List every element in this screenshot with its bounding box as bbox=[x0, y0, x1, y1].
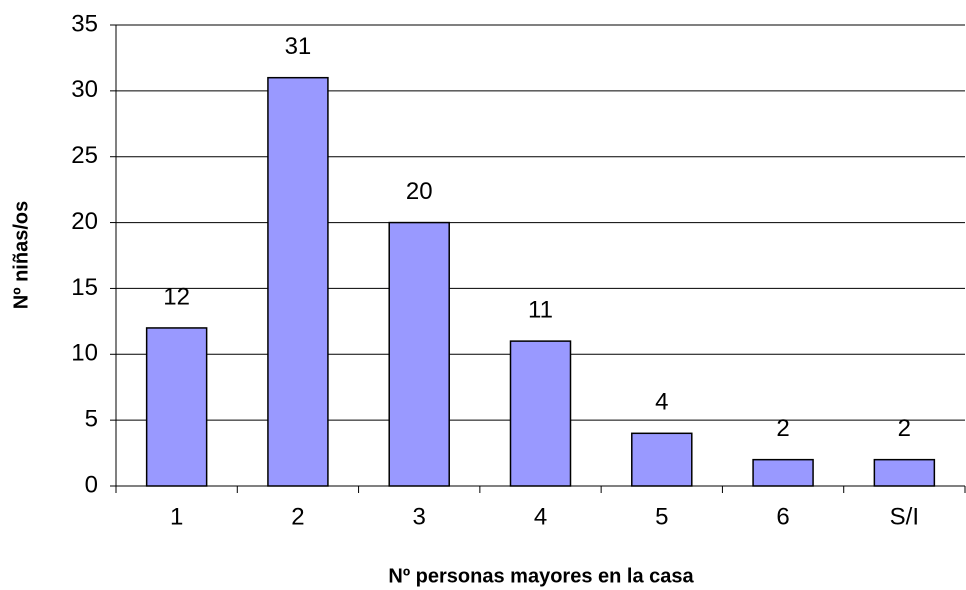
bar bbox=[388, 221, 450, 487]
data-label: 2 bbox=[776, 415, 789, 442]
x-tick-label: 5 bbox=[655, 503, 668, 530]
data-label: 11 bbox=[528, 296, 553, 323]
y-tick-label: 25 bbox=[71, 142, 98, 169]
x-tick-label: 1 bbox=[170, 503, 183, 530]
x-tick-label: 4 bbox=[534, 503, 547, 530]
data-label: 20 bbox=[406, 178, 433, 205]
data-label: 2 bbox=[898, 415, 911, 442]
y-tick-label: 30 bbox=[71, 76, 98, 103]
data-label: 31 bbox=[285, 33, 312, 60]
y-tick-label: 15 bbox=[71, 274, 98, 301]
bar bbox=[873, 458, 936, 487]
y-tick-label: 0 bbox=[85, 471, 98, 498]
x-axis-title: Nº personas mayores en la casa bbox=[388, 565, 694, 587]
bar bbox=[509, 340, 572, 487]
bar bbox=[145, 327, 208, 487]
y-tick-label: 20 bbox=[71, 208, 98, 235]
x-tick-label: 6 bbox=[776, 503, 789, 530]
data-label: 4 bbox=[655, 389, 668, 416]
y-tick-label: 10 bbox=[71, 340, 98, 367]
y-axis-title: Nº niñas/os bbox=[10, 201, 32, 309]
bar bbox=[267, 76, 329, 487]
x-tick-label: 3 bbox=[413, 503, 426, 530]
x-tick-label: 2 bbox=[291, 503, 304, 530]
x-tick-label: S/I bbox=[890, 503, 919, 530]
bar bbox=[631, 432, 693, 487]
y-tick-label: 35 bbox=[71, 10, 98, 37]
data-label: 12 bbox=[163, 283, 190, 310]
bar bbox=[752, 458, 814, 487]
y-tick-label: 5 bbox=[85, 405, 98, 432]
